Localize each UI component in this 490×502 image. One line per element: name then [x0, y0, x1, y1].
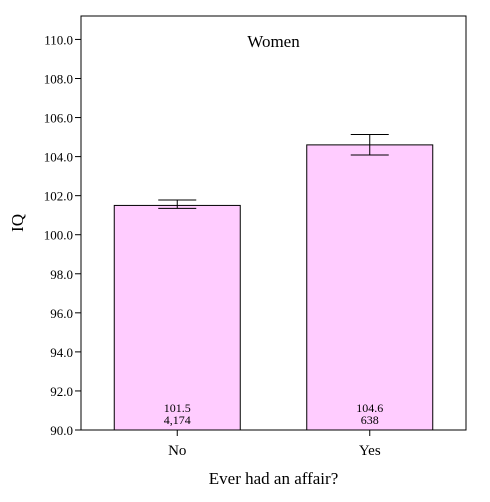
bar-value-label: 104.6 [356, 401, 383, 415]
plot-area [80, 15, 467, 431]
y-tick-label: 108.0 [44, 71, 73, 86]
bars [113, 144, 434, 431]
x-axis-label: Ever had an affair? [209, 469, 338, 488]
bar-count-label: 4,174 [164, 413, 191, 427]
y-tick-label: 96.0 [50, 306, 73, 321]
bar-count-label: 638 [361, 413, 379, 427]
y-tick-label: 98.0 [50, 267, 73, 282]
y-tick-label: 100.0 [44, 228, 73, 243]
x-tick-label: No [168, 443, 186, 459]
bar [306, 144, 434, 431]
y-tick-label: 102.0 [44, 189, 73, 204]
error-bars [158, 134, 389, 209]
y-tick-label: 106.0 [44, 111, 73, 126]
bar [113, 204, 241, 431]
y-tick-label: 90.0 [50, 423, 73, 438]
bar-value-label: 101.5 [164, 401, 191, 415]
y-tick-label: 94.0 [50, 345, 73, 360]
chart-title: Women [247, 32, 300, 51]
x-tick-label: Yes [359, 443, 381, 459]
y-tick-label: 110.0 [44, 32, 73, 47]
y-tick-label: 92.0 [50, 384, 73, 399]
y-axis-label: IQ [8, 214, 27, 232]
y-tick-label: 104.0 [44, 150, 73, 165]
x-axis: No Yes [168, 430, 381, 459]
y-axis: 90.0 92.0 94.0 96.0 98.0 100.0 102.0 104.0 106.0… [44, 32, 81, 438]
